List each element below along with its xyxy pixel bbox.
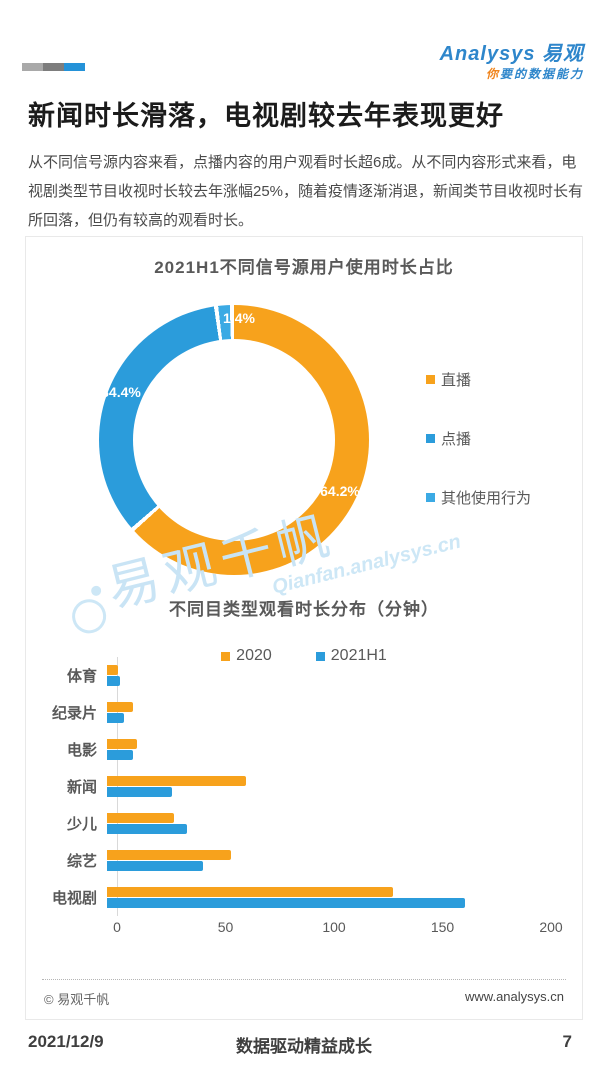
donut-legend: 直播点播其他使用行为 (426, 369, 531, 508)
x-axis: 0 50 100 150 200 (26, 919, 584, 939)
legend-swatch (426, 493, 435, 502)
summary-paragraph: 从不同信号源内容来看，点播内容的用户观看时长超6成。从不同内容形式来看，电视剧类… (28, 154, 584, 229)
page-number: 7 (562, 1032, 572, 1051)
bar-row-电影: 电影 (26, 731, 584, 768)
bar-2020 (107, 813, 175, 823)
legend-item-2: 点播 (426, 428, 531, 449)
legend-label: 2021H1 (330, 647, 387, 664)
bar-row-纪录片: 纪录片 (26, 694, 584, 731)
page-title: 新闻时长滑落，电视剧较去年表现更好 (28, 101, 504, 131)
legend-item-1: 直播 (426, 369, 531, 390)
category-label: 电视剧 (51, 890, 97, 907)
x-tick-0: 0 (113, 919, 121, 935)
bar-row-新闻: 新闻 (26, 768, 584, 805)
bar-row-体育: 体育 (26, 657, 584, 694)
bar-pair (107, 739, 584, 760)
bar-2020 (107, 776, 246, 786)
legend-label: 其他使用行为 (441, 490, 532, 507)
page-footer: 2021/12/9 数据驱动精益成长 7 (0, 1032, 608, 1062)
bar-pair (107, 702, 584, 723)
x-tick-50: 50 (217, 919, 234, 935)
x-tick-100: 100 (322, 919, 346, 935)
header-accent-bar (22, 63, 85, 71)
x-tick-150: 150 (430, 919, 455, 935)
donut-chart-title: 2021H1不同信号源用户使用时长占比 (154, 258, 454, 277)
category-label: 纪录片 (51, 705, 97, 722)
bar-row-少儿: 少儿 (26, 805, 584, 842)
footer-slogan: 数据驱动精益成长 (236, 1037, 372, 1056)
legend-item-3: 其他使用行为 (426, 487, 531, 508)
footer-divider (42, 979, 566, 980)
category-label: 体育 (66, 668, 97, 685)
bar-legend-item-2021H1: 2021H1 (315, 647, 387, 665)
legend-swatch (426, 375, 435, 384)
accent-segment-darkgray (43, 63, 64, 71)
bar-2021H1 (107, 713, 125, 723)
bar-chart-plot: 体育纪录片电影新闻少儿综艺电视剧 (26, 657, 584, 916)
bar-2021H1 (107, 861, 203, 871)
bar-2021H1 (107, 898, 466, 908)
donut-label-dianbo: 34.4% (101, 384, 141, 400)
donut-label-other: 1.4% (223, 310, 255, 326)
legend-swatch (315, 651, 325, 661)
bar-2020 (107, 739, 138, 749)
donut-label-zhibo: 64.2% (320, 483, 360, 499)
bar-2020 (107, 887, 394, 897)
category-label: 电影 (66, 742, 97, 759)
legend-swatch (426, 434, 435, 443)
legend-label: 2020 (236, 647, 272, 664)
bar-2020 (107, 665, 118, 675)
category-label: 新闻 (66, 779, 97, 796)
bar-chart-legend: 2020 2021H1 (26, 647, 582, 665)
logo-tagline-first-char: 你 (485, 67, 500, 81)
copyright-text: © 易观千帆 (44, 992, 110, 1007)
legend-swatch (221, 651, 231, 661)
accent-segment-gray (22, 63, 43, 71)
bar-2020 (107, 850, 231, 860)
bar-2020 (107, 702, 133, 712)
donut-hole (133, 339, 335, 541)
bar-legend-item-2020: 2020 (221, 647, 272, 665)
bar-2021H1 (107, 787, 173, 797)
bar-2021H1 (107, 824, 188, 834)
bar-row-电视剧: 电视剧 (26, 879, 584, 916)
x-tick-200: 200 (539, 919, 563, 935)
chart-card: 2021H1不同信号源用户使用时长占比 64.2% 34.4% 1.4% 直播点… (25, 236, 583, 1020)
analysys-logo: Analysys 易观 你要的数据能力 (440, 42, 584, 82)
bar-chart-title: 不同目类型观看时长分布（分钟） (169, 600, 439, 619)
bar-pair (107, 813, 584, 834)
legend-label: 直播 (441, 372, 472, 389)
bar-pair (107, 887, 584, 908)
category-label: 综艺 (66, 853, 97, 870)
donut-chart: 64.2% 34.4% 1.4% (99, 305, 369, 575)
logo-tagline-rest: 要的数据能力 (499, 67, 584, 81)
logo-wordmark: Analysys 易观 (439, 43, 584, 65)
website-link[interactable]: www.analysys.cn (465, 989, 564, 1004)
bar-2021H1 (107, 750, 133, 760)
category-label: 少儿 (66, 816, 97, 833)
legend-label: 点播 (441, 431, 472, 448)
footer-date: 2021/12/9 (28, 1032, 104, 1051)
bar-row-综艺: 综艺 (26, 842, 584, 879)
bar-pair (107, 850, 584, 871)
bar-pair (107, 665, 584, 686)
bar-2021H1 (107, 676, 120, 686)
logo-tagline: 你要的数据能力 (440, 67, 584, 82)
accent-segment-blue (64, 63, 85, 71)
y-axis-line (117, 657, 118, 916)
bar-pair (107, 776, 584, 797)
